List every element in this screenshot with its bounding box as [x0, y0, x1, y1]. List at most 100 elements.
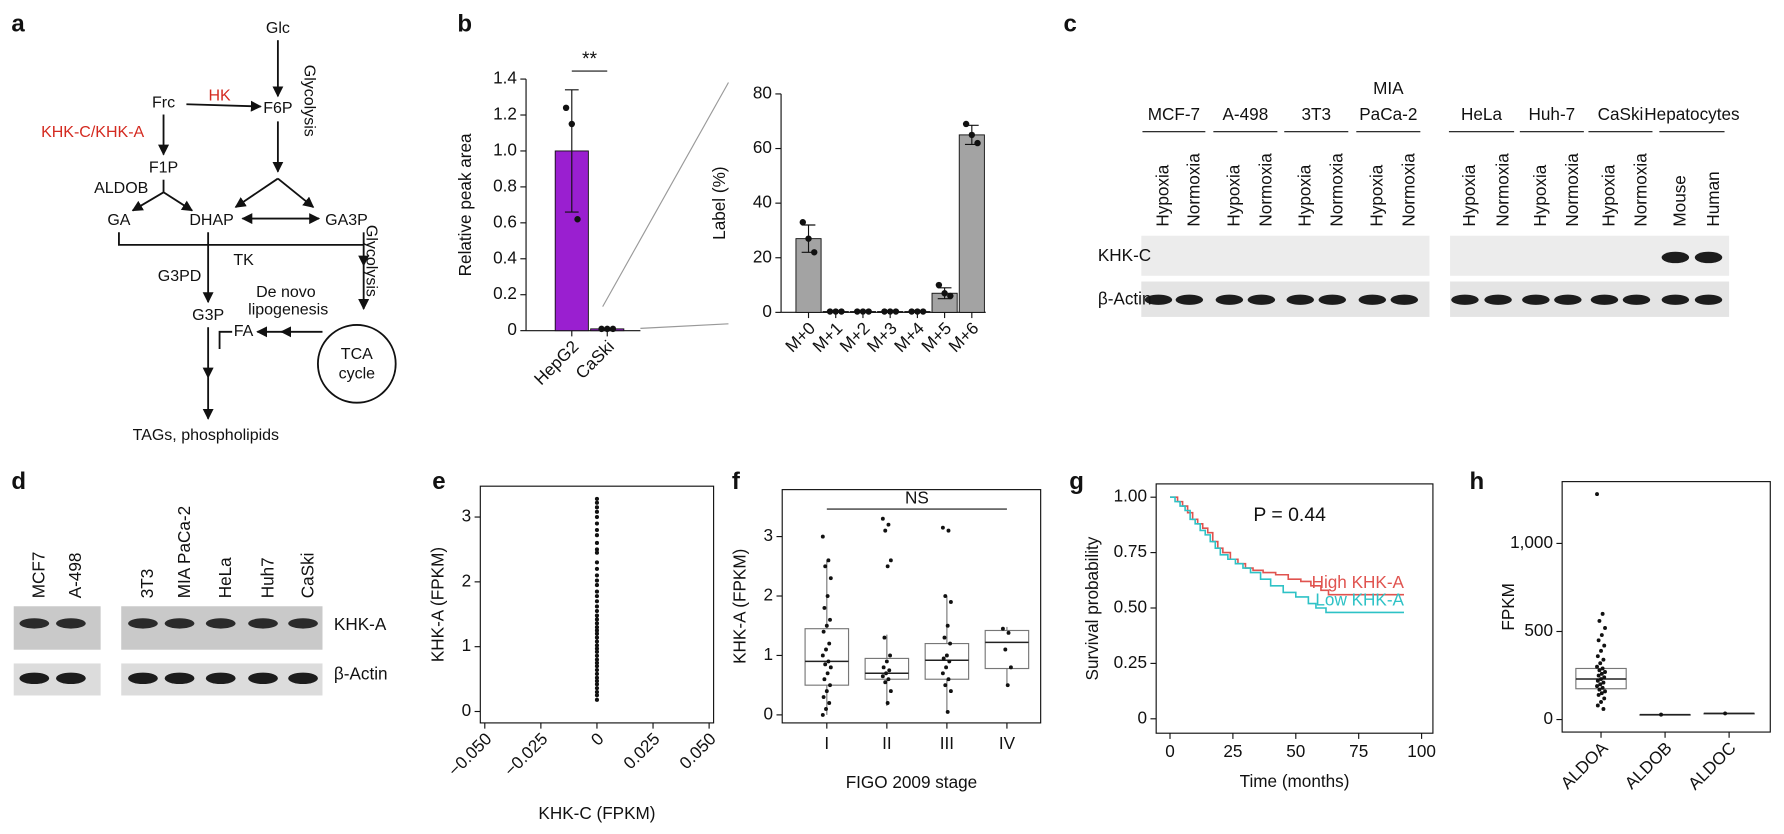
- y-tick-label: 0: [1543, 708, 1553, 728]
- data-point: [811, 249, 818, 256]
- row-label: β-Actin: [1098, 288, 1152, 308]
- blot-band: [288, 672, 318, 685]
- data-point: [594, 573, 600, 578]
- box: [924, 642, 970, 680]
- data-point: [594, 617, 600, 622]
- data-point: [1599, 699, 1603, 704]
- data-point: [968, 131, 976, 139]
- group-label: CaSki: [1598, 104, 1644, 124]
- y-tick-label: 0.25: [1114, 652, 1147, 672]
- data-point: [854, 308, 861, 315]
- data-point: [948, 689, 953, 694]
- y-tick-label: 3: [764, 525, 774, 545]
- y-tick-label: 0: [764, 703, 774, 723]
- lane-label: Hypoxia: [1530, 164, 1550, 226]
- pathway-node: HK: [208, 87, 231, 104]
- annotation: P = 0.44: [1253, 504, 1326, 526]
- y-tick-label: 0.50: [1114, 597, 1147, 617]
- data-point: [832, 308, 839, 315]
- blot-band: [1358, 294, 1387, 305]
- group-label: 3T3: [1301, 104, 1331, 124]
- lane-label: Hypoxia: [1224, 164, 1244, 226]
- data-point: [594, 578, 600, 583]
- x-axis-label: FIGO 2009 stage: [846, 772, 977, 792]
- data-point: [823, 662, 828, 667]
- x-tick-label: 50: [1286, 741, 1305, 761]
- y-tick-label: 2: [764, 585, 774, 605]
- lane-label: MCF7: [29, 552, 49, 599]
- blot-strip: [1141, 235, 1430, 276]
- x-tick-label: 75: [1349, 741, 1368, 761]
- data-point: [594, 566, 600, 571]
- data-point: [594, 686, 600, 691]
- data-point: [594, 697, 600, 702]
- pathway-node: F1P: [149, 160, 178, 177]
- blot-band: [1661, 251, 1690, 264]
- data-point: [941, 656, 946, 661]
- data-point: [884, 671, 888, 676]
- pathway-node: GA: [107, 212, 130, 229]
- data-point: [594, 671, 600, 676]
- data-point: [826, 558, 831, 563]
- panel-label: e: [432, 468, 445, 495]
- data-point: [944, 653, 949, 658]
- panel-label: c: [1064, 11, 1077, 38]
- zoom-line: [640, 323, 729, 329]
- lane-label: CaSki: [297, 553, 317, 599]
- survival-curve: [1170, 496, 1404, 596]
- lane-label: Normoxia: [1184, 153, 1204, 227]
- data-point: [594, 664, 600, 669]
- blot-band: [1522, 294, 1550, 305]
- data-point: [828, 576, 833, 581]
- pathway-node: ALDOB: [94, 180, 148, 197]
- data-point: [594, 583, 600, 588]
- data-point: [594, 521, 600, 526]
- blot-band: [164, 672, 195, 685]
- data-point: [1599, 677, 1603, 681]
- data-point: [820, 534, 825, 539]
- data-point: [1602, 696, 1607, 701]
- data-point: [943, 683, 948, 688]
- lane-label: Hypoxia: [1459, 164, 1479, 226]
- data-point: [825, 594, 830, 598]
- data-point: [594, 608, 600, 614]
- data-point: [1596, 638, 1601, 643]
- data-point: [919, 308, 927, 315]
- data-point: [940, 671, 945, 676]
- plot-frame: [781, 489, 1042, 724]
- data-point: [826, 308, 834, 315]
- panel-label: d: [11, 468, 26, 495]
- lane-label: Huh7: [257, 557, 277, 598]
- data-point: [884, 659, 889, 664]
- x-tick-label: M+6: [944, 318, 982, 356]
- lane-label: Normoxia: [1399, 153, 1419, 227]
- blot-band: [205, 672, 236, 685]
- data-point: [945, 709, 950, 714]
- data-point: [1659, 712, 1664, 717]
- y-tick-label: 1.0: [493, 139, 517, 159]
- lane-label: Hypoxia: [1367, 164, 1387, 226]
- blot-band: [1318, 294, 1347, 305]
- data-point: [594, 693, 600, 698]
- data-point: [594, 678, 600, 684]
- x-tick-label: −0.050: [444, 729, 496, 781]
- data-point: [821, 629, 826, 634]
- data-point: [1596, 673, 1601, 678]
- y-axis-label: Label (%): [709, 166, 729, 239]
- data-point: [799, 219, 807, 226]
- lane-label: 3T3: [137, 569, 157, 599]
- pathway-node: TK: [233, 252, 254, 269]
- box: [984, 629, 1030, 670]
- data-point: [1723, 711, 1728, 716]
- pathway-node: De novo: [256, 284, 316, 301]
- data-point: [941, 290, 948, 297]
- data-point: [604, 325, 611, 333]
- blot-band: [19, 672, 50, 685]
- blot-band: [288, 618, 318, 629]
- data-point: [880, 516, 885, 521]
- panel-label: f: [732, 468, 741, 495]
- pathway-node: KHK-C/KHK-A: [41, 124, 144, 141]
- x-tick-label: ALDOC: [1684, 738, 1740, 794]
- group-label: Huh-7: [1529, 104, 1576, 124]
